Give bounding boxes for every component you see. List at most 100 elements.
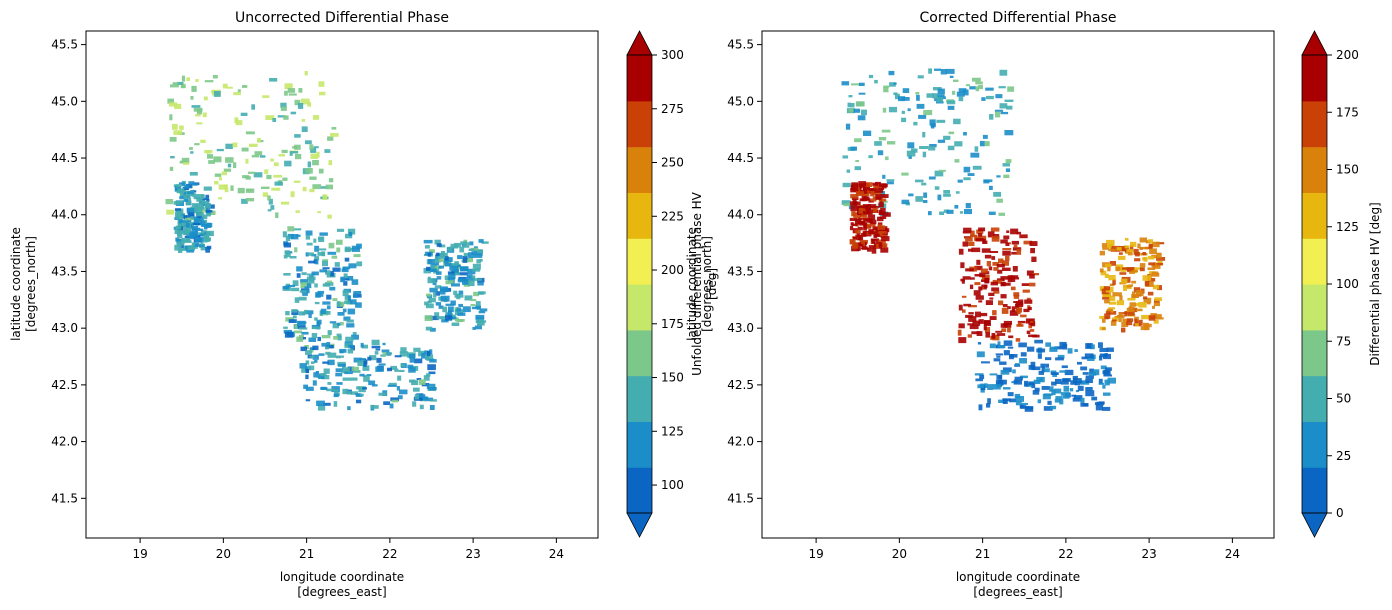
echo-pixel [218, 177, 222, 181]
echo-pixel [204, 80, 214, 83]
echo-pixel [438, 244, 446, 248]
echo-pixel [992, 262, 999, 266]
echo-pixel [984, 383, 988, 388]
echo-pixel [1122, 318, 1131, 322]
echo-pixel [309, 355, 316, 358]
echo-pixel [852, 236, 858, 240]
echo-pixel [1149, 248, 1157, 254]
echo-pixel [203, 186, 212, 191]
echo-pixel [1141, 314, 1150, 320]
echo-pixel [351, 279, 359, 285]
colorbar-extend-max [626, 30, 653, 56]
echo-pixel [191, 203, 200, 208]
echo-pixel [454, 317, 459, 322]
echo-pixel [183, 194, 187, 199]
echo-pixel [261, 186, 270, 189]
echo-pixel [1002, 250, 1011, 256]
echo-pixel [863, 130, 872, 136]
colorbar-ticks: 0 25 50 75 100 125 150 175 200 [1327, 48, 1359, 520]
echo-pixel [436, 243, 442, 247]
echo-pixel [978, 319, 984, 324]
echo-pixel [462, 306, 471, 313]
echo-pixel [298, 327, 308, 330]
echo-pixel [190, 151, 194, 154]
echo-pixel [872, 207, 878, 213]
echo-pixel [336, 301, 341, 308]
colorbar-gradient [1301, 30, 1328, 538]
echo-pixel [430, 268, 437, 272]
echo-pixel [347, 308, 356, 315]
echo-pixel [992, 310, 997, 316]
echo-pixel [1074, 381, 1081, 386]
echo-pixel [306, 242, 313, 246]
echo-pixel [344, 300, 353, 305]
echo-pixel [961, 295, 967, 298]
echo-pixel [848, 95, 853, 98]
echo-pixel [858, 181, 867, 187]
echo-pixel [967, 241, 975, 246]
echo-pixel [857, 220, 865, 224]
echo-pixel [237, 89, 241, 93]
x-axis: 19 20 21 22 23 24 [132, 538, 564, 561]
echo-pixel [1011, 306, 1015, 312]
echo-pixel [1139, 246, 1149, 250]
y-tick-label: 41.5 [51, 491, 78, 505]
echo-pixel [305, 360, 310, 365]
echo-pixel [875, 194, 882, 200]
echo-pixel [174, 186, 180, 192]
echo-pixel [167, 98, 174, 104]
echo-pixel [408, 367, 416, 373]
colorbar-right: 0 25 50 75 100 125 150 175 200 Differential phas… [1301, 30, 1382, 538]
echo-pixel [978, 300, 983, 303]
echo-pixel [318, 353, 325, 356]
echo-pixel [454, 261, 459, 266]
echo-pixel [968, 316, 977, 322]
echo-pixel [346, 276, 354, 281]
echo-pixel [871, 238, 875, 244]
echo-pixel [1151, 271, 1159, 275]
echo-pixel [299, 290, 307, 293]
echo-pixel [1007, 86, 1015, 92]
echo-pixel [1028, 324, 1032, 329]
echo-pixel [172, 82, 179, 85]
echo-pixel [983, 179, 993, 183]
echo-pixel [300, 279, 309, 284]
colorbar-tick-label: 50 [1336, 392, 1351, 406]
echo-pixel [301, 98, 310, 105]
echo-pixel [200, 220, 206, 226]
echo-pixel [383, 401, 390, 405]
echo-pixel [199, 243, 205, 248]
echo-pixel [284, 83, 293, 89]
echo-pixel [327, 382, 332, 385]
colorbar-tick-label: 200 [1336, 48, 1359, 62]
echo-pixel [273, 174, 282, 178]
echo-pixel [327, 352, 337, 358]
echo-pixel [981, 248, 991, 253]
echo-pixel [288, 93, 297, 96]
echo-pixel [940, 69, 947, 75]
echo-pixel [183, 198, 188, 202]
echo-pixel [854, 138, 862, 143]
echo-pixel [468, 252, 474, 259]
echo-pixel [351, 366, 360, 371]
echo-pixel [988, 211, 996, 215]
echo-pixel [1139, 267, 1145, 272]
echo-pixel [1082, 372, 1089, 375]
echo-pixel [273, 162, 279, 167]
echo-pixel [959, 211, 963, 214]
echo-pixel [1028, 381, 1035, 386]
echo-pixel [978, 404, 983, 411]
echo-pixel [205, 194, 210, 201]
echo-pixel [907, 142, 915, 149]
echo-pixel [947, 105, 955, 110]
echo-pixel [447, 246, 453, 252]
echo-pixel [997, 278, 1005, 282]
echo-pixel [928, 211, 932, 216]
echo-pixel [1091, 396, 1098, 401]
echo-pixel [288, 319, 297, 323]
echo-pixel [881, 236, 890, 242]
echo-pixel [311, 333, 318, 338]
echo-pixel [479, 258, 483, 262]
echo-pixel [433, 292, 437, 298]
echo-pixel [875, 238, 880, 244]
